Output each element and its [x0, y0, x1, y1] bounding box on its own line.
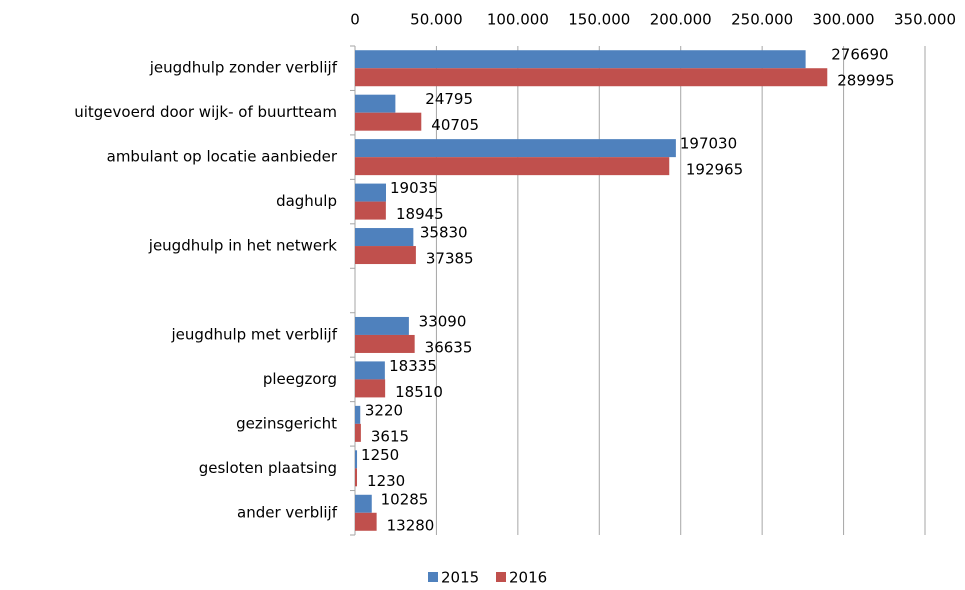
y-tick-label: gezinsgericht: [236, 414, 337, 432]
bar: [355, 334, 415, 353]
data-label: 192965: [686, 161, 743, 179]
bar: [355, 468, 358, 487]
data-label: 3220: [365, 401, 403, 419]
bar: [355, 157, 670, 176]
y-tick-label: daghulp: [276, 192, 337, 210]
data-label: 18945: [396, 205, 444, 223]
x-tick-label: 0: [350, 11, 360, 29]
legend-label: 2015: [441, 569, 479, 587]
data-label: 35830: [420, 224, 468, 242]
y-tick-label: jeugdhulp in het netwerk: [148, 237, 338, 255]
y-tick-label: jeugdhulp met verblijf: [171, 325, 338, 343]
y-tick-label: uitgevoerd door wijk- of buurtteam: [74, 103, 337, 121]
data-label: 36635: [425, 338, 473, 356]
bar: [355, 494, 372, 513]
data-label: 18510: [395, 383, 443, 401]
data-label: 19035: [390, 179, 438, 197]
bar: [355, 246, 416, 265]
data-label: 1250: [361, 446, 399, 464]
bar: [355, 379, 386, 398]
bar: [355, 361, 385, 380]
data-label: 33090: [419, 312, 467, 330]
y-tick-label: pleegzorg: [263, 370, 337, 388]
x-tick-label: 200.000: [650, 11, 712, 29]
x-tick-label: 300.000: [813, 11, 875, 29]
data-label: 40705: [431, 116, 479, 134]
data-label: 197030: [680, 135, 737, 153]
data-label: 3615: [371, 427, 409, 445]
data-label: 289995: [837, 72, 894, 90]
bar: [355, 405, 361, 424]
bar: [355, 50, 806, 69]
data-label: 18335: [389, 357, 437, 375]
x-tick-label: 50.000: [410, 11, 463, 29]
bar: [355, 512, 377, 531]
bar: [355, 228, 414, 247]
bar: [355, 316, 409, 335]
bar: [355, 450, 358, 469]
data-label: 10285: [381, 490, 429, 508]
y-tick-label: ambulant op locatie aanbieder: [107, 148, 338, 166]
bar: [355, 68, 828, 87]
data-label: 24795: [425, 90, 473, 108]
bar: [355, 423, 361, 442]
x-tick-label: 150.000: [568, 11, 630, 29]
y-tick-label: jeugdhulp zonder verblijf: [149, 59, 338, 77]
y-tick-label: gesloten plaatsing: [199, 459, 337, 477]
bar: [355, 183, 386, 202]
legend-label: 2016: [509, 569, 547, 587]
bar: [355, 139, 676, 158]
data-label: 13280: [387, 516, 435, 534]
legend-swatch: [428, 572, 438, 582]
x-tick-label: 350.000: [894, 11, 956, 29]
data-label: 276690: [831, 46, 888, 64]
bar: [355, 94, 396, 113]
data-label: 37385: [426, 250, 474, 268]
bar: [355, 201, 386, 220]
x-tick-label: 250.000: [731, 11, 793, 29]
data-label: 1230: [367, 472, 405, 490]
legend-swatch: [496, 572, 506, 582]
y-tick-label: ander verblijf: [237, 503, 338, 521]
bar: [355, 112, 422, 131]
x-tick-label: 100.000: [487, 11, 549, 29]
